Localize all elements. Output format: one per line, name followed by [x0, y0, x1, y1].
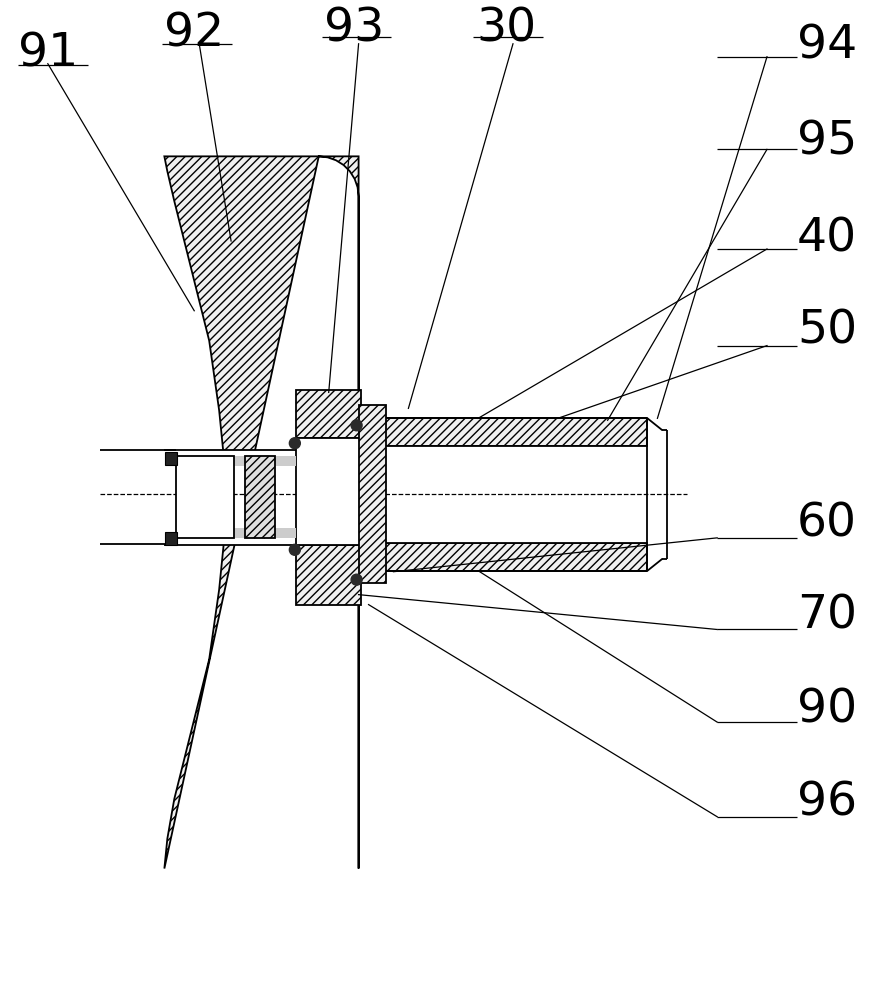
Bar [383, 418, 647, 446]
Bar [176, 528, 296, 538]
Circle shape [289, 438, 300, 449]
Text: 91: 91 [18, 32, 78, 77]
Bar [176, 456, 296, 466]
Text: 60: 60 [797, 502, 857, 547]
Bar [383, 446, 647, 543]
Bar [154, 450, 368, 545]
Text: 90: 90 [797, 687, 857, 732]
Bar [165, 452, 178, 465]
Bar [383, 543, 647, 571]
Bar [176, 456, 234, 538]
Text: 96: 96 [797, 781, 857, 826]
Circle shape [351, 420, 362, 431]
Circle shape [351, 574, 362, 585]
Text: 70: 70 [797, 594, 857, 639]
Bar [245, 456, 275, 538]
Text: 92: 92 [165, 12, 225, 57]
Text: 95: 95 [797, 119, 857, 164]
Text: 94: 94 [797, 24, 857, 69]
Text: 50: 50 [797, 309, 857, 354]
Text: 93: 93 [324, 7, 384, 52]
Text: 30: 30 [476, 7, 537, 52]
Bar [296, 438, 361, 545]
Bar [359, 405, 387, 583]
Bar [165, 532, 178, 545]
Bar [296, 390, 361, 438]
Text: 40: 40 [797, 216, 857, 261]
Polygon shape [165, 156, 359, 869]
Bar [296, 545, 361, 605]
Circle shape [289, 544, 300, 555]
